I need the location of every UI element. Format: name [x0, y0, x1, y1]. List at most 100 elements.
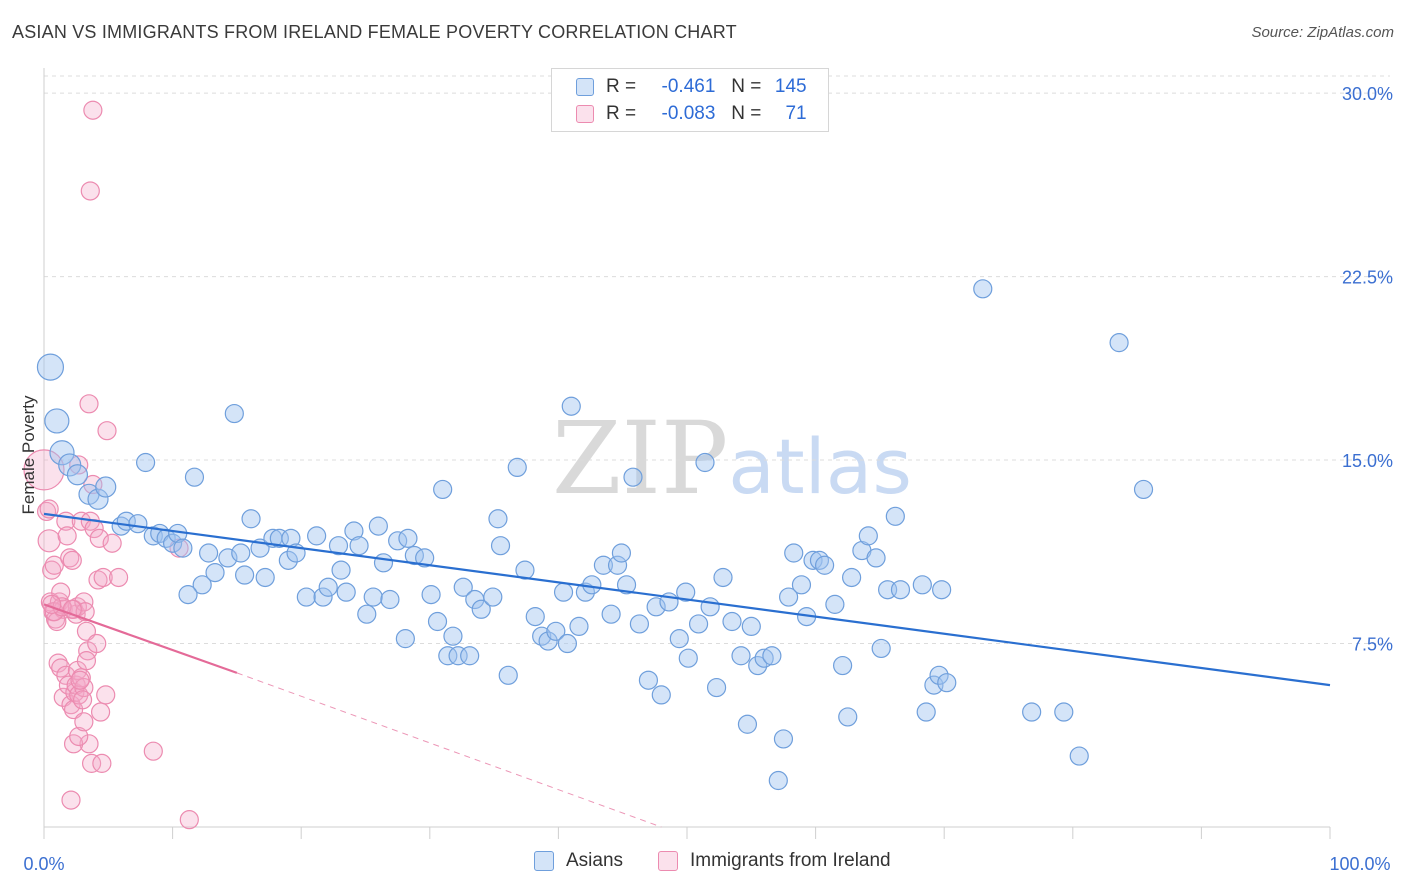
ireland-point: [74, 592, 94, 612]
ireland-point: [69, 726, 89, 747]
asian-point: [357, 604, 377, 624]
asian-point: [601, 604, 621, 624]
asian-point: [646, 597, 666, 617]
asian-point: [199, 543, 219, 563]
ireland-point: [62, 550, 82, 570]
legend-label-asians: Asians: [566, 850, 624, 871]
asian-point: [1133, 479, 1154, 500]
asian-point: [546, 621, 566, 641]
asian-point: [678, 648, 698, 668]
asian-point: [773, 729, 794, 749]
asian-swatch: [576, 78, 594, 96]
asian-point: [1022, 702, 1042, 722]
asian-point: [713, 567, 733, 588]
asian-point: [858, 526, 878, 546]
asian-point: [762, 646, 782, 666]
asian-point: [269, 528, 289, 548]
asian-point: [380, 589, 400, 610]
n-label: N =: [731, 76, 762, 97]
asian-point: [815, 555, 835, 575]
ireland-point: [79, 394, 99, 414]
asian-point: [582, 575, 602, 595]
asian-point: [421, 585, 441, 605]
ireland-point: [76, 621, 97, 641]
asian-point: [569, 616, 589, 637]
asian-point: [438, 646, 458, 666]
x-tick-label: 0.0%: [23, 854, 64, 874]
asian-point: [427, 611, 448, 632]
y-tick-label: 7.5%: [1352, 635, 1393, 655]
asian-point: [231, 543, 251, 563]
asian-point: [676, 582, 696, 602]
asian-point: [278, 550, 298, 570]
bottom-legend-asians: Asians: [534, 850, 623, 872]
asian-point: [825, 594, 845, 614]
asian-point: [929, 665, 949, 685]
asian-point: [235, 565, 255, 585]
asian-point: [651, 685, 671, 705]
ireland-point: [83, 100, 103, 120]
ireland-point: [74, 712, 94, 732]
asian-point: [87, 488, 109, 510]
asian-point: [538, 631, 558, 651]
asian-point: [973, 279, 993, 299]
asian-point: [173, 538, 193, 558]
trend-lines: [43, 512, 1331, 828]
ireland-point: [81, 753, 102, 773]
ireland-point: [143, 741, 163, 761]
asian-point: [313, 587, 333, 607]
asian-point: [593, 555, 614, 575]
asian-point: [838, 707, 858, 727]
asian-point: [784, 543, 804, 563]
asian-point: [932, 580, 952, 600]
asian-point: [448, 646, 468, 666]
asian-point: [433, 479, 453, 500]
ireland-point: [70, 670, 90, 690]
ireland-point: [60, 548, 80, 568]
ireland-point: [23, 449, 65, 491]
asian-point: [890, 580, 911, 600]
asian-point: [490, 536, 511, 556]
n-value: 71: [785, 103, 807, 124]
asian-trend-line: [43, 512, 1331, 687]
asian-series: [36, 279, 1154, 791]
legend-label-ireland: Immigrants from Ireland: [690, 850, 891, 871]
ireland-point: [93, 567, 113, 588]
asian-point: [349, 536, 369, 556]
asian-point: [629, 614, 650, 634]
asian-point: [460, 646, 480, 666]
asian-point: [731, 646, 751, 666]
asian-point: [192, 575, 212, 595]
asian-point: [871, 638, 891, 659]
ireland-point: [57, 526, 77, 546]
asian-point: [842, 567, 862, 588]
y-tick-label: 22.5%: [1342, 268, 1393, 288]
r-value: -0.461: [661, 76, 716, 97]
asian-point: [224, 403, 244, 424]
asian-point: [373, 553, 394, 573]
ireland-swatch: [658, 851, 678, 871]
asian-point: [515, 560, 535, 580]
ireland-point: [80, 181, 100, 201]
asian-point: [912, 575, 932, 595]
x-tick-label: 100.0%: [1329, 854, 1390, 874]
asian-point: [49, 440, 75, 466]
asian-point: [553, 582, 574, 602]
legend-row-ireland: R = -0.083 N = 71: [576, 102, 807, 126]
asian-point: [483, 587, 503, 607]
asian-point: [791, 575, 812, 595]
ireland-point: [36, 501, 57, 522]
ireland-point: [72, 690, 93, 710]
asian-point: [688, 614, 709, 634]
ireland-point: [97, 421, 117, 441]
ireland-point: [37, 529, 61, 553]
asian-point: [768, 770, 788, 791]
asian-point: [415, 548, 435, 568]
asian-point: [525, 607, 545, 627]
asian-point: [307, 526, 327, 546]
asian-point: [205, 562, 225, 583]
asian-point: [561, 396, 581, 416]
asian-point: [36, 353, 65, 381]
asian-point: [885, 506, 905, 526]
asian-point: [748, 655, 768, 676]
